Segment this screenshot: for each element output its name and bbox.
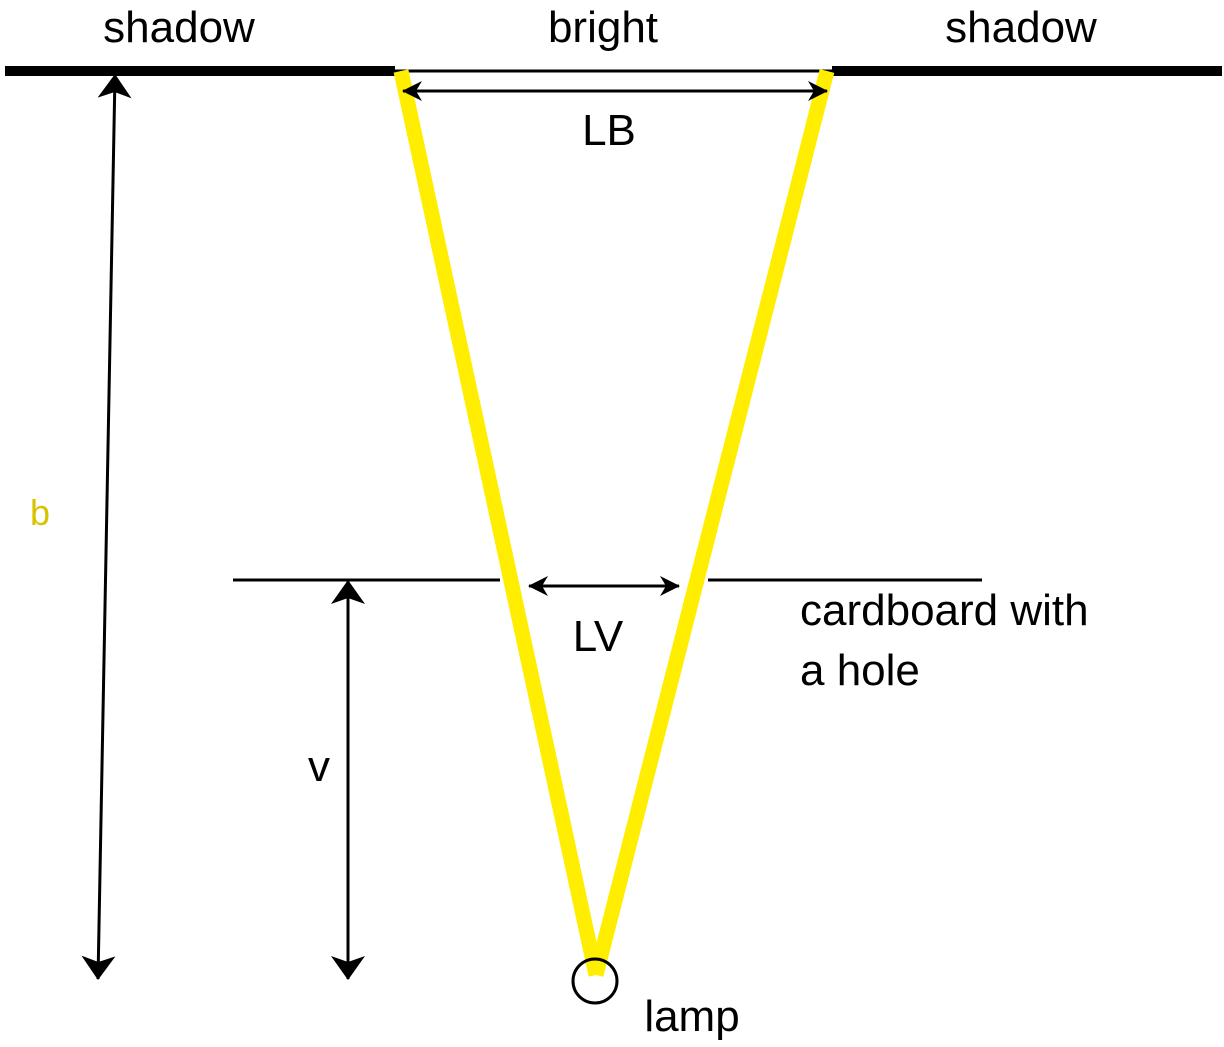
label-b: b [30,492,50,533]
light-ray-left [393,69,604,977]
light-ray-right [588,69,835,977]
label-lamp: lamp [644,992,739,1041]
label-shadow-right: shadow [945,3,1097,52]
label-cardboard-line2: a hole [800,646,920,695]
label-cardboard-line1: cardboard with [800,586,1089,635]
label-bright: bright [548,3,658,52]
label-lb: LB [582,106,636,155]
label-lv: LV [573,612,624,661]
label-shadow-left: shadow [103,3,255,52]
b-arrow [81,74,132,980]
lamp-circle [571,957,619,1005]
label-v: v [308,742,330,791]
